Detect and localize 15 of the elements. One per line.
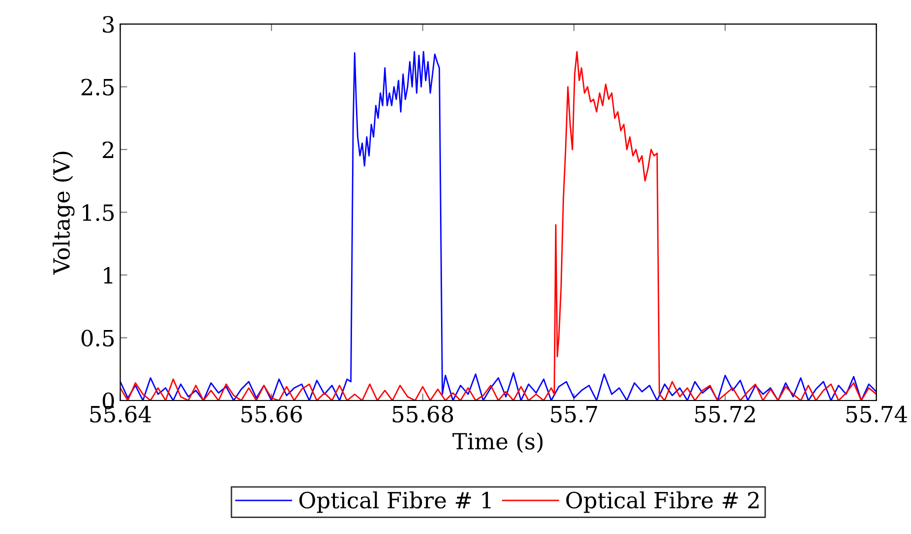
x-tick-label: 55.72 <box>695 406 755 423</box>
x-tick-label: 55.68 <box>392 406 454 423</box>
y-tick-label: 3 <box>102 16 114 33</box>
x-tick-label: 55.66 <box>242 406 302 423</box>
y-tick-label: 2 <box>102 141 114 158</box>
y-tick-label: 2.5 <box>82 78 114 96</box>
legend-label: Optical Fibre # 1 <box>299 491 491 513</box>
y-tick-label: 0.5 <box>82 330 114 347</box>
x-tick-label: 55.7 <box>551 406 598 423</box>
x-axis-title: Time (s) <box>452 432 543 453</box>
y-axis-title: Voltage (V) <box>52 152 74 275</box>
x-tick-label: 55.74 <box>846 406 908 423</box>
y-tick-label: 1 <box>104 266 112 284</box>
legend-label: Optical Fibre # 2 <box>566 491 759 513</box>
y-tick-label: 1.5 <box>82 204 114 222</box>
